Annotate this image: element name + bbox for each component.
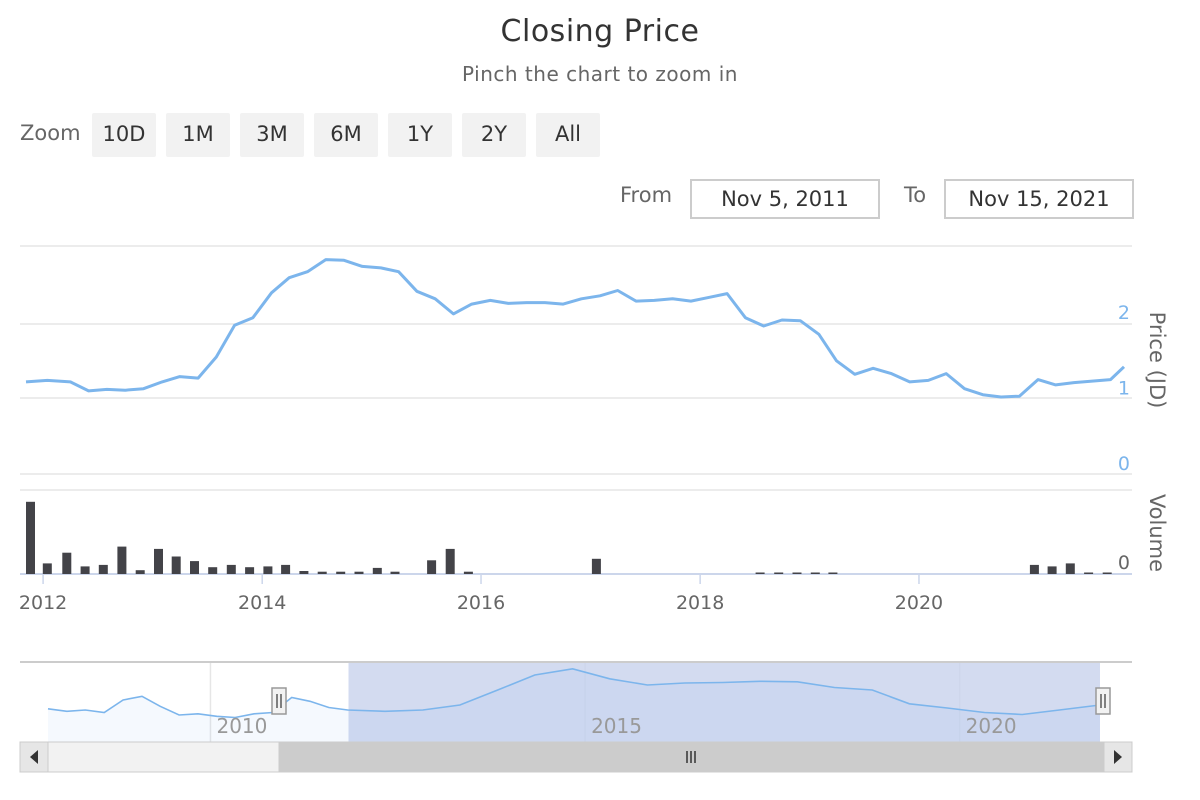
volume-y-axis: 0 [1118, 552, 1130, 574]
price-tick-label: 0 [1118, 453, 1130, 475]
zoom-button-10d[interactable]: 10D [92, 113, 156, 157]
volume-bar [135, 570, 145, 574]
volume-bar [299, 571, 309, 574]
navigator-series [47, 667, 1101, 742]
to-label: To [904, 183, 927, 207]
zoom-button-1m[interactable]: 1M [166, 113, 230, 157]
price-series [25, 258, 1126, 399]
left-arrow-icon [30, 750, 38, 764]
volume-bar [792, 572, 802, 574]
navigator-right-handle[interactable] [1095, 687, 1111, 715]
navigator-x-axis: 2010 2015 2020 [216, 714, 1016, 738]
volume-bar [317, 571, 327, 574]
volume-bar [226, 564, 236, 574]
volume-bar [828, 572, 838, 574]
x-axis: 2012 2014 2016 2018 2020 [19, 574, 943, 614]
volume-bar [1084, 572, 1094, 574]
x-tick-label: 2020 [895, 592, 943, 614]
x-tick-label: 2012 [19, 592, 67, 614]
navigator-left-handle[interactable] [271, 687, 287, 715]
x-tick-label: 2016 [457, 592, 505, 614]
price-tick-label: 1 [1118, 378, 1130, 400]
volume-tick-label: 0 [1118, 552, 1130, 574]
volume-bar [98, 564, 108, 574]
volume-bar [1065, 563, 1075, 574]
price-line [25, 258, 1126, 399]
navigator-selected-range[interactable] [348, 663, 1101, 742]
navigator-tick-label: 2020 [966, 714, 1017, 738]
volume-axis-title: Volume [1145, 494, 1169, 572]
volume-bar [245, 567, 255, 574]
volume-bar [154, 548, 163, 574]
x-tick-label: 2014 [238, 592, 286, 614]
volume-bar [427, 560, 437, 574]
volume-bar [117, 546, 127, 574]
navigator-area [48, 668, 1100, 742]
volume-bar [810, 572, 820, 574]
volume-bar [80, 566, 90, 574]
navigator-tick-label: 2015 [591, 714, 642, 738]
volume-bar [42, 563, 52, 574]
volume-bar [62, 552, 72, 574]
volume-bar [336, 571, 346, 574]
volume-bar [208, 567, 218, 574]
zoom-button-all[interactable]: All [536, 113, 600, 157]
volume-bar [26, 501, 35, 574]
chart-subtitle: Pinch the chart to zoom in [462, 62, 738, 86]
navigator-tick-label: 2010 [216, 714, 267, 738]
scrollbar[interactable] [19, 741, 1133, 773]
volume-bar [354, 571, 364, 574]
chart-title: Closing Price [500, 14, 700, 49]
price-y-axis: 0 1 2 [1118, 302, 1130, 475]
price-axis-title: Price (JD) [1145, 312, 1169, 409]
volume-bar [190, 561, 199, 574]
zoom-label: Zoom [20, 121, 81, 145]
price-tick-label: 2 [1118, 302, 1130, 324]
volume-series [26, 501, 1112, 574]
zoom-button-1y[interactable]: 1Y [388, 113, 452, 157]
volume-bar [372, 567, 382, 574]
volume-bar [390, 571, 400, 574]
volume-bar [445, 548, 455, 574]
from-date-input[interactable]: Nov 5, 2011 [690, 179, 880, 219]
to-date-input[interactable]: Nov 15, 2021 [944, 179, 1134, 219]
volume-bar [1047, 566, 1057, 574]
volume-bar [755, 572, 765, 574]
zoom-button-2y[interactable]: 2Y [462, 113, 526, 157]
navigator-line [47, 667, 1101, 719]
volume-bar [463, 571, 473, 574]
right-arrow-icon [1114, 750, 1122, 764]
x-tick-label: 2018 [676, 592, 724, 614]
from-label: From [620, 183, 673, 207]
navigator[interactable]: 2010 2015 2020 [20, 661, 1132, 742]
volume-bar [171, 556, 181, 574]
volume-bar [1102, 572, 1112, 574]
volume-bar [1029, 564, 1039, 574]
volume-bar [263, 566, 273, 574]
handle-left-box[interactable] [271, 687, 287, 715]
zoom-button-6m[interactable]: 6M [314, 113, 378, 157]
handle-right-box[interactable] [1095, 687, 1111, 715]
volume-bar [774, 572, 784, 574]
volume-bar [281, 564, 291, 574]
zoom-button-3m[interactable]: 3M [240, 113, 304, 157]
volume-bar [591, 558, 601, 574]
